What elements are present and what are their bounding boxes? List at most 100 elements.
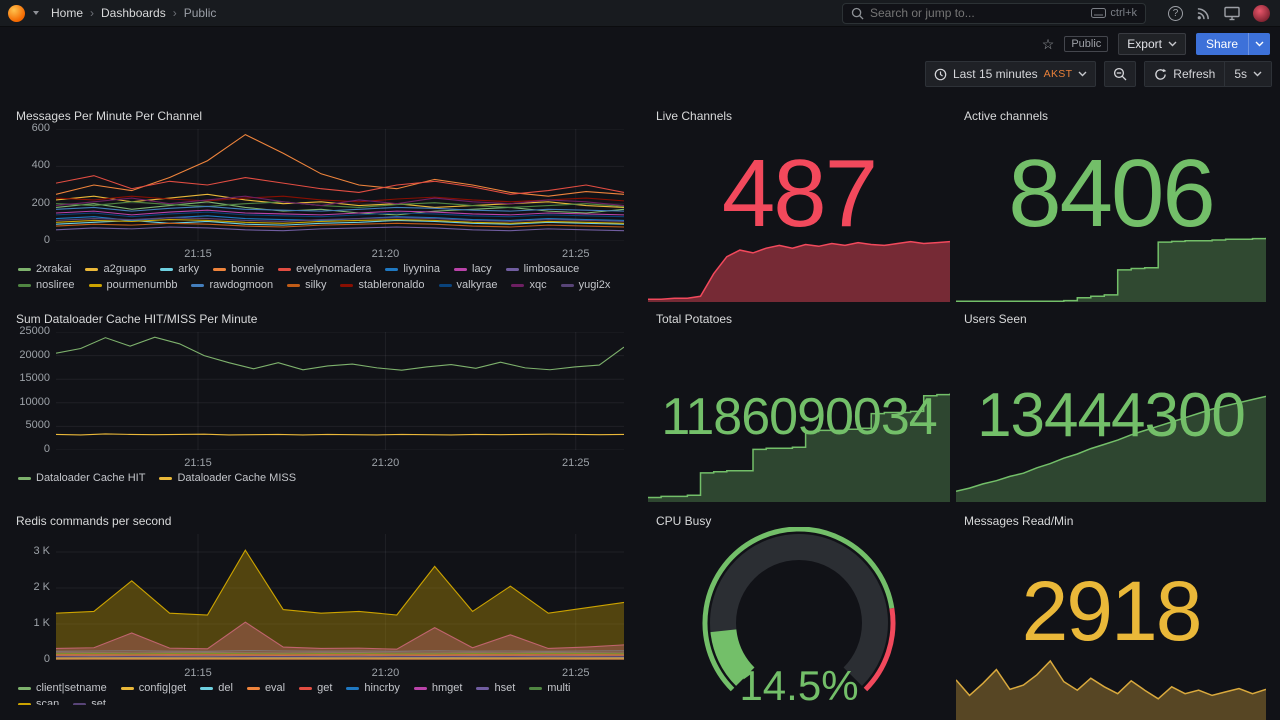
legend-label: nosliree [36, 279, 75, 291]
legend-label: liyynina [403, 263, 441, 275]
redis-chart[interactable]: 3 K 2 K 1 K 0 21:15 21:20 21:25 [16, 534, 625, 679]
legend-item-evelynomadera[interactable]: evelynomadera [278, 263, 371, 275]
legend-swatch [18, 702, 31, 705]
panel-title[interactable]: Redis commands per second [16, 514, 172, 528]
breadcrumb-item-dashboards[interactable]: Dashboards [101, 6, 166, 20]
monitor-icon[interactable] [1224, 6, 1240, 21]
dashboard-tag[interactable]: Public [1064, 35, 1109, 52]
zoom-out-button[interactable] [1104, 61, 1137, 87]
legend-swatch [287, 283, 301, 287]
legend-item-nosliree[interactable]: nosliree [18, 279, 75, 291]
y-axis-label: 0 [43, 443, 50, 455]
x-axis-label: 21:25 [561, 248, 590, 260]
panel-dataloader-cache: Sum Dataloader Cache HIT/MISS Per Minute… [8, 307, 632, 501]
chevron-down-icon [1078, 71, 1087, 77]
legend-swatch [346, 686, 360, 690]
legend-item-config-get[interactable]: config|get [120, 682, 187, 694]
panel-messages-read: Messages Read/Min 2918 [956, 509, 1266, 720]
legend-label: valkyrae [456, 279, 498, 291]
legend-item-rawdogmoon[interactable]: rawdogmoon [191, 279, 273, 291]
breadcrumb-item-home[interactable]: Home [51, 6, 84, 20]
legend-item-a2guapo[interactable]: a2guapo [85, 263, 146, 275]
news-icon[interactable] [1196, 6, 1211, 21]
messages-read-sparkline [956, 655, 1266, 720]
export-button[interactable]: Export [1118, 32, 1186, 55]
refresh-group: Refresh 5s [1144, 61, 1272, 87]
legend-item-valkyrae[interactable]: valkyrae [438, 279, 498, 291]
dataloader-chart[interactable]: 25000 20000 15000 10000 5000 0 21:15 21:20 21:25 [16, 325, 625, 469]
panel-title[interactable]: Users Seen [964, 312, 1027, 326]
live-channels-sparkline [648, 236, 950, 302]
legend-item-dataloader-cache-hit[interactable]: Dataloader Cache HIT [18, 472, 145, 484]
breadcrumb-item-public[interactable]: Public [183, 6, 217, 20]
legend-item-eval[interactable]: eval [246, 682, 285, 694]
share-button[interactable]: Share [1195, 32, 1270, 55]
legend-item-arky[interactable]: arky [160, 263, 199, 275]
panel-title[interactable]: Messages Read/Min [964, 514, 1074, 528]
legend-item-limbosauce[interactable]: limbosauce [505, 263, 579, 275]
y-axis-label: 5000 [25, 419, 50, 432]
share-menu-button[interactable] [1248, 32, 1270, 55]
legend-item-pourmenumbb[interactable]: pourmenumbb [88, 279, 177, 291]
legend-item-bonnie[interactable]: bonnie [213, 263, 264, 275]
panel-title[interactable]: Active channels [964, 109, 1049, 123]
panel-users-seen: Users Seen 13444300 [956, 307, 1266, 502]
legend-item-lacy[interactable]: lacy [454, 263, 492, 275]
legend-label: Dataloader Cache MISS [177, 472, 297, 484]
panel-title[interactable]: Sum Dataloader Cache HIT/MISS Per Minute [16, 312, 258, 326]
panel-title[interactable]: CPU Busy [656, 514, 712, 528]
search-bar[interactable]: ctrl+k [842, 2, 1146, 24]
time-range-picker[interactable]: Last 15 minutes AKST [924, 61, 1097, 87]
search-input[interactable] [870, 6, 1086, 20]
legend-label: a2guapo [103, 263, 147, 275]
y-axis-label: 0 [43, 234, 50, 246]
legend-item-client-setname[interactable]: client|setname [18, 682, 107, 694]
refresh-icon [1155, 68, 1167, 80]
legend-item-silky[interactable]: silky [287, 279, 326, 291]
org-chevron-icon[interactable] [33, 11, 39, 15]
user-avatar[interactable] [1253, 4, 1270, 22]
share-label[interactable]: Share [1195, 32, 1248, 55]
legend-item-2xrakai[interactable]: 2xrakai [18, 263, 71, 275]
legend-label: xqc [529, 279, 547, 291]
y-axis-label: 0 [43, 653, 50, 665]
panel-title[interactable]: Messages Per Minute Per Channel [16, 109, 203, 123]
legend-item-xqc[interactable]: xqc [511, 279, 547, 291]
legend-item-yugi2x[interactable]: yugi2x [560, 279, 610, 291]
legend-item-multi[interactable]: multi [529, 682, 571, 694]
legend-swatch [476, 686, 490, 690]
refresh-button[interactable]: Refresh [1145, 62, 1225, 86]
legend-swatch [159, 476, 173, 480]
x-axis-label: 21:15 [184, 667, 212, 679]
grafana-logo[interactable] [8, 4, 25, 22]
chevron-down-icon [1168, 41, 1177, 46]
legend-item-hmget[interactable]: hmget [413, 682, 463, 694]
breadcrumb-separator: › [172, 6, 177, 20]
legend-item-hset[interactable]: hset [476, 682, 515, 694]
y-axis-label: 25000 [19, 325, 50, 337]
legend-swatch [18, 267, 31, 271]
help-icon[interactable]: ? [1168, 5, 1183, 21]
legend-item-stableronaldo[interactable]: stableronaldo [340, 279, 425, 291]
legend-swatch [385, 267, 399, 271]
star-icon[interactable]: ☆ [1041, 35, 1055, 52]
users-seen-value: 13444300 [977, 381, 1246, 450]
legend-label: hmget [431, 682, 463, 694]
legend-swatch [200, 686, 214, 690]
legend-label: config|get [138, 682, 187, 694]
legend-item-del[interactable]: del [200, 682, 233, 694]
y-axis-label: 20000 [19, 348, 50, 361]
legend-item-set[interactable]: set [73, 698, 106, 705]
panel-total-potatoes: Total Potatoes 1186090034 [648, 307, 950, 502]
legend-item-dataloader-cache-miss[interactable]: Dataloader Cache MISS [159, 472, 296, 484]
legend-item-hincrby[interactable]: hincrby [346, 682, 400, 694]
legend-label: get [317, 682, 333, 694]
legend-item-get[interactable]: get [299, 682, 332, 694]
refresh-interval-dropdown[interactable]: 5s [1224, 62, 1271, 86]
legend-item-scan[interactable]: scan [18, 698, 59, 705]
panel-title[interactable]: Live Channels [656, 109, 733, 123]
dashboard-toolbar: ☆ Public Export Share [0, 27, 1280, 60]
panel-title[interactable]: Total Potatoes [656, 312, 733, 326]
messages-chart[interactable]: 600 400 200 0 21:15 21:20 21:25 [16, 122, 625, 260]
legend-item-liyynina[interactable]: liyynina [385, 263, 440, 275]
